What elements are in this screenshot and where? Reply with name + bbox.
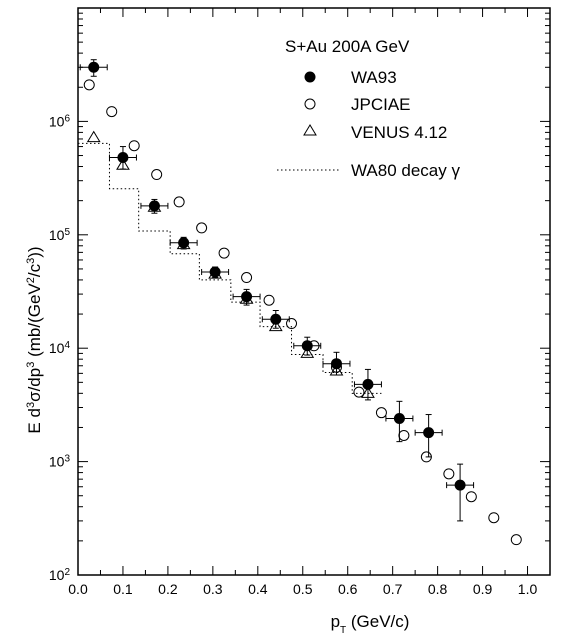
wa93-marker [117,152,129,164]
jpciae-point [241,272,253,284]
jpciae-point [128,140,140,152]
venus-point [116,158,130,170]
y-tick-label: 102 [49,567,71,584]
jpciae-point [218,247,230,259]
venus-point [329,363,344,376]
y-tick-label: 104 [49,340,71,357]
wa93-point [201,266,230,279]
venus-point [208,267,222,279]
wa93-marker [148,200,160,212]
x-tick-label: 0.9 [473,581,493,597]
wa93-point [446,463,475,522]
x-tick-label: 0.1 [113,581,133,597]
venus-point [239,292,254,304]
wa93-marker [270,313,282,325]
venus-point [176,237,191,250]
jpciae-point [353,386,365,398]
x-tick-label: 0.3 [203,581,223,597]
legend-label-jpciae: JPCIAE [351,95,411,114]
plot-frame [77,7,551,576]
legend-title: S+Au 200A GeV [285,37,410,56]
jpciae-point [196,222,208,234]
wa93-marker [393,412,405,424]
x-tick-label: 0.4 [248,581,268,597]
jpciae-point [151,169,163,181]
jpciae-point [330,361,342,373]
legend-label-wa93: WA93 [351,68,397,87]
x-tick-label: 0.6 [338,581,358,597]
axis-ticks: 0.0 0.1 0.2 0.3 0.4 0.5 0.6 0.7 0.8 0.9 1.0 102 103 1… [49,8,550,597]
x-axis-title: pT (GeV/c) [331,612,410,636]
x-tick-label: 0.8 [428,581,448,597]
x-tick-label: 0.5 [293,581,313,597]
wa93-point [322,351,351,376]
jpciae-point [83,79,95,91]
data-points [79,59,522,546]
jpciae-point [510,534,522,546]
legend-marker-open-triangle [303,124,317,136]
wa93-point [232,288,261,306]
jpciae-point [443,468,455,480]
legend-label-wa80: WA80 decay γ [351,161,460,180]
wa93-marker [178,237,190,249]
jpciae-point [308,340,320,352]
wa80-steps [78,142,382,394]
wa93-point [261,310,290,329]
legend-marker-filled-circle [304,71,316,83]
wa93-marker [241,291,253,303]
legend-label-venus: VENUS 4.12 [351,123,447,142]
legend: S+Au 200A GeV WA93 JPCIAE VENUS 4.12 WA8… [277,37,460,180]
y-axis-title: E d3σ/dp3 (mb/(GeV2/c3)) [25,246,44,433]
x-tick-label: 0.0 [68,581,88,597]
wa93-marker [423,427,435,439]
x-tick-label: 0.2 [158,581,178,597]
wa93-marker [454,479,466,491]
wa93-point [293,336,322,356]
jpciae-point [286,318,298,330]
wa93-marker [209,266,221,278]
venus-point [86,130,101,143]
jpciae-point [173,196,185,208]
y-tick-label: 105 [49,226,71,243]
wa93-marker [362,378,374,390]
wa93-point [353,368,382,401]
legend-marker-open-circle [304,98,316,110]
y-tick-label: 103 [49,453,71,470]
jpciae-point [465,491,477,503]
wa93-point [79,59,108,77]
y-tick-label: 106 [49,113,71,129]
x-tick-label: 0.7 [383,581,403,597]
jpciae-point [263,294,275,306]
wa80-step-line [78,142,382,394]
wa93-point [414,414,443,458]
jpciae-point [375,407,387,419]
wa93-marker [330,358,342,370]
jpciae-point [398,429,410,441]
wa93-marker [88,61,100,73]
venus-point [268,319,283,332]
venus-point [300,346,315,358]
jpciae-point [106,106,118,118]
venus-point [361,386,375,398]
jpciae-point [488,512,500,524]
x-tick-label: 1.0 [518,581,538,597]
venus-point [147,200,162,212]
jpciae-point [420,451,432,463]
